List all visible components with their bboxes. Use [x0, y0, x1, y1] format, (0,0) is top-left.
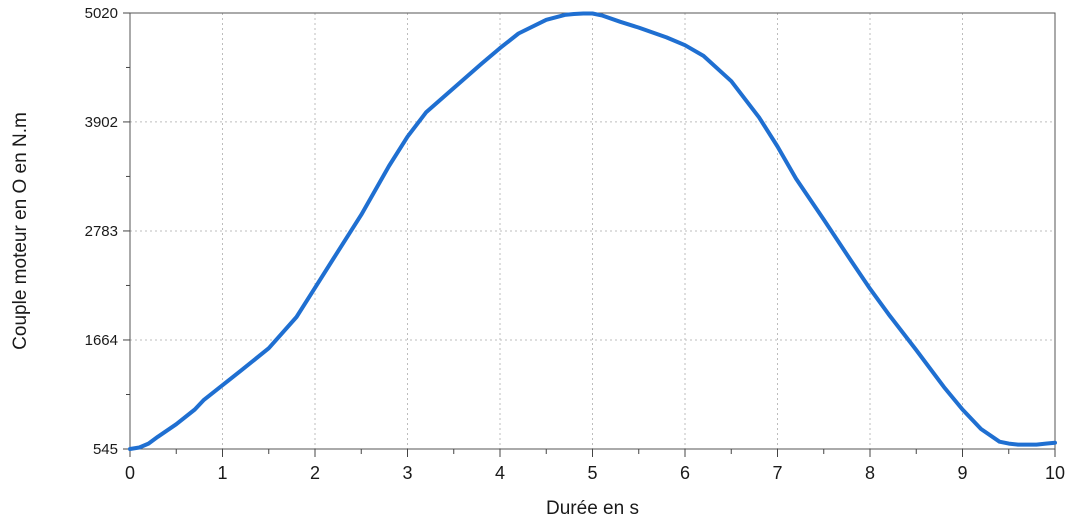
x-tick-label: 1 — [217, 463, 227, 483]
x-tick-label: 6 — [680, 463, 690, 483]
y-tick-label: 2783 — [85, 223, 118, 240]
x-axis-tick-labels: 0 1 2 3 4 5 6 7 8 9 10 — [125, 463, 1065, 483]
x-tick-label: 4 — [495, 463, 505, 483]
y-tick-label: 1664 — [85, 332, 118, 349]
x-tick-label: 8 — [865, 463, 875, 483]
y-tick-label: 545 — [93, 441, 118, 458]
x-tick-label: 0 — [125, 463, 135, 483]
x-tick-label: 2 — [310, 463, 320, 483]
axis-ticks — [123, 12, 1056, 457]
y-tick-label: 5020 — [85, 5, 118, 22]
x-tick-label: 7 — [772, 463, 782, 483]
y-axis-title: Couple moteur en O en N.m — [10, 112, 31, 350]
x-tick-label: 3 — [402, 463, 412, 483]
grid-lines — [130, 13, 1055, 449]
x-axis-title: Durée en s — [546, 498, 639, 519]
x-tick-label: 5 — [587, 463, 597, 483]
y-axis-tick-labels: 545 1664 2783 3902 5020 — [85, 5, 118, 458]
x-tick-label: 10 — [1045, 463, 1065, 483]
series-line — [128, 11, 1057, 451]
y-tick-label: 3902 — [85, 114, 118, 131]
x-tick-label: 9 — [957, 463, 967, 483]
